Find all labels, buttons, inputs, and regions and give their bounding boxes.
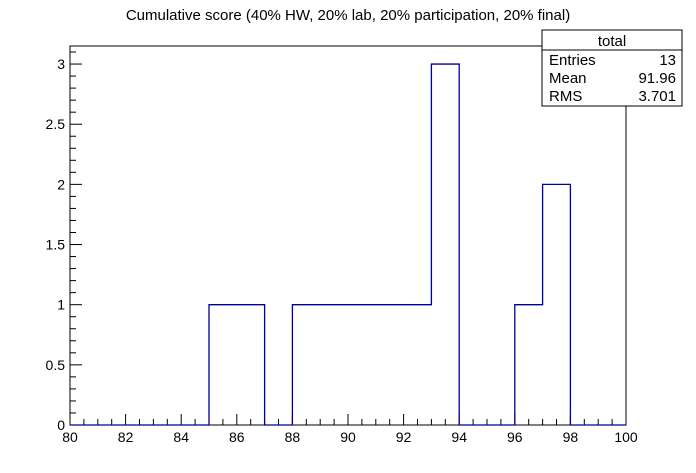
x-tick-label: 86 [229, 429, 245, 445]
stats-mean-label: Mean [549, 70, 587, 87]
histogram-bin [320, 305, 348, 425]
y-tick-label: 2 [57, 176, 65, 192]
histogram-bin [376, 305, 404, 425]
stats-mean-value: 91.96 [638, 70, 676, 87]
y-tick-label: 3 [57, 56, 65, 72]
stats-entries-value: 13 [659, 52, 676, 69]
histogram-bin [543, 184, 571, 425]
x-tick-label: 90 [340, 429, 356, 445]
axis-tick-labels: 80 82 84 86 88 90 92 94 96 98 100 0 0.5 1 1.5 2 2.5 3 [46, 56, 638, 445]
x-tick-label: 98 [563, 429, 579, 445]
y-tick-label: 2.5 [46, 116, 66, 132]
x-tick-label: 96 [507, 429, 523, 445]
stats-box-title: total [598, 33, 626, 50]
x-tick-label: 92 [396, 429, 412, 445]
histogram-bin [431, 64, 459, 425]
histogram-bin [404, 305, 432, 425]
stats-box: total Entries 13 Mean 91.96 RMS 3.701 [541, 29, 683, 107]
stats-entries-label: Entries [549, 52, 596, 69]
stats-rms-value: 3.701 [638, 88, 676, 105]
y-tick-label: 0.5 [46, 357, 66, 373]
y-tick-label: 1.5 [46, 237, 66, 253]
histogram-bin [515, 305, 543, 425]
histogram-bin [209, 305, 237, 425]
x-tick-label: 80 [62, 429, 78, 445]
y-tick-label: 1 [57, 297, 65, 313]
x-tick-label: 84 [173, 429, 189, 445]
x-tick-label: 82 [118, 429, 134, 445]
histogram-bins [209, 64, 570, 425]
stats-rms-label: RMS [549, 88, 582, 105]
y-tick-label: 0 [57, 417, 65, 433]
x-tick-label: 94 [451, 429, 467, 445]
stats-box-frame [541, 29, 683, 107]
histogram-outline [70, 63, 626, 426]
histogram-bin [348, 305, 376, 425]
histogram-bin [292, 305, 320, 425]
x-tick-label: 88 [285, 429, 301, 445]
chart-title: Cumulative score (40% HW, 20% lab, 20% p… [126, 7, 570, 24]
histogram-bin [237, 305, 265, 425]
x-tick-label: 100 [614, 429, 638, 445]
